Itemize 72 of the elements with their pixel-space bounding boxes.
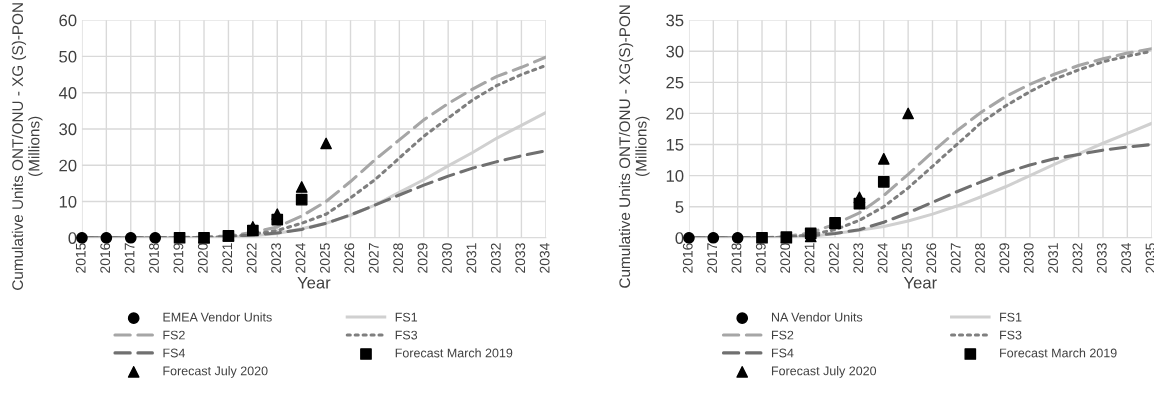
legend-label: Forecast July 2020 (771, 366, 877, 378)
y-tick-label: 10 (59, 195, 77, 208)
legend-label: FS2 (771, 330, 794, 340)
y-tick-label: 25 (666, 76, 684, 89)
x-tick-label: 2034 (1121, 243, 1132, 273)
y-tick-label: 30 (666, 45, 684, 58)
legend-label: FS4 (163, 348, 186, 358)
legend-label: FS3 (1000, 330, 1022, 340)
legend-label: FS1 (1000, 312, 1022, 322)
x-tick-label: 2030 (442, 243, 452, 273)
y-tick-label: 0 (68, 232, 77, 244)
legend-label: Forecast March 2019 (395, 348, 513, 358)
legend-label: Forecast July 2020 (163, 366, 268, 378)
x-tick-label: 2019 (173, 243, 184, 273)
x-axis-title: Year (903, 276, 937, 289)
y-axis-title: Cumulative Units ONT/ONU - XG (S)-PON (Millions) (11, 3, 43, 290)
x-tick-label: 2029 (417, 243, 428, 273)
x-tick-label: 2017 (707, 243, 718, 273)
x-tick-label: 2026 (344, 243, 355, 273)
x-tick-label: 2021 (804, 243, 815, 273)
x-tick-label: 2031 (1048, 243, 1058, 273)
x-tick-label: 2020 (197, 243, 208, 273)
x-tick-label: 2024 (877, 243, 888, 273)
x-tick-label: 2016 (682, 243, 693, 273)
x-tick-label: 2033 (515, 243, 526, 273)
x-tick-label: 2027 (950, 243, 961, 273)
y-tick-label: 40 (58, 87, 77, 99)
x-tick-label: 2029 (999, 243, 1010, 273)
legend-label: NA Vendor Units (771, 312, 863, 322)
x-tick-label: 2023 (271, 243, 281, 273)
x-tick-label: 2018 (731, 243, 742, 273)
y-tick-label: 20 (59, 159, 77, 172)
legend-label: FS4 (771, 348, 794, 358)
y-axis-title: Cumulative Units ONT/ONU - XG(S)-PON (Millions) (618, 5, 650, 288)
x-tick-label: 2024 (295, 243, 306, 273)
x-tick-label: 2031 (466, 243, 477, 273)
y-tick-label: 10 (666, 169, 684, 182)
y-tick-label: 0 (675, 232, 684, 244)
y-tick-label: 50 (59, 50, 77, 63)
y-tick-label: 15 (666, 139, 684, 151)
x-tick-label: 2030 (1023, 243, 1034, 273)
y-tick-label: 20 (666, 107, 684, 120)
x-tick-label: 2022 (828, 243, 839, 273)
y-tick-label: 30 (59, 123, 77, 136)
x-tick-label: 2016 (100, 243, 111, 273)
legend-label: FS1 (395, 312, 418, 322)
x-tick-label: 2033 (1096, 243, 1107, 273)
legend-label: Forecast March 2019 (1000, 348, 1117, 358)
x-axis-title: Year (297, 276, 331, 289)
x-tick-label: 2034 (539, 243, 550, 273)
y-tick-label: 35 (666, 14, 684, 27)
x-tick-label: 2017 (124, 243, 135, 273)
legend-label: FS3 (395, 330, 418, 340)
x-tick-label: 2028 (393, 243, 404, 273)
x-tick-label: 2023 (853, 243, 864, 273)
x-tick-label: 2032 (490, 243, 501, 273)
x-tick-label: 2025 (319, 243, 330, 273)
x-tick-label: 2019 (755, 243, 766, 273)
x-tick-label: 2025 (902, 243, 912, 273)
x-tick-label: 2026 (926, 243, 937, 273)
x-tick-label: 2032 (1072, 243, 1083, 273)
y-tick-label: 5 (675, 201, 684, 213)
x-tick-label: 2028 (975, 243, 985, 273)
x-tick-label: 2021 (222, 243, 233, 273)
legend-label: FS2 (163, 330, 185, 340)
legend-label: EMEA Vendor Units (163, 312, 272, 322)
x-tick-label: 2015 (75, 243, 86, 273)
x-tick-label: 2018 (149, 243, 159, 273)
x-tick-label: 2027 (368, 243, 379, 273)
x-tick-label: 2022 (246, 243, 257, 273)
x-tick-label: 2020 (780, 243, 791, 273)
y-tick-label: 60 (59, 14, 77, 27)
